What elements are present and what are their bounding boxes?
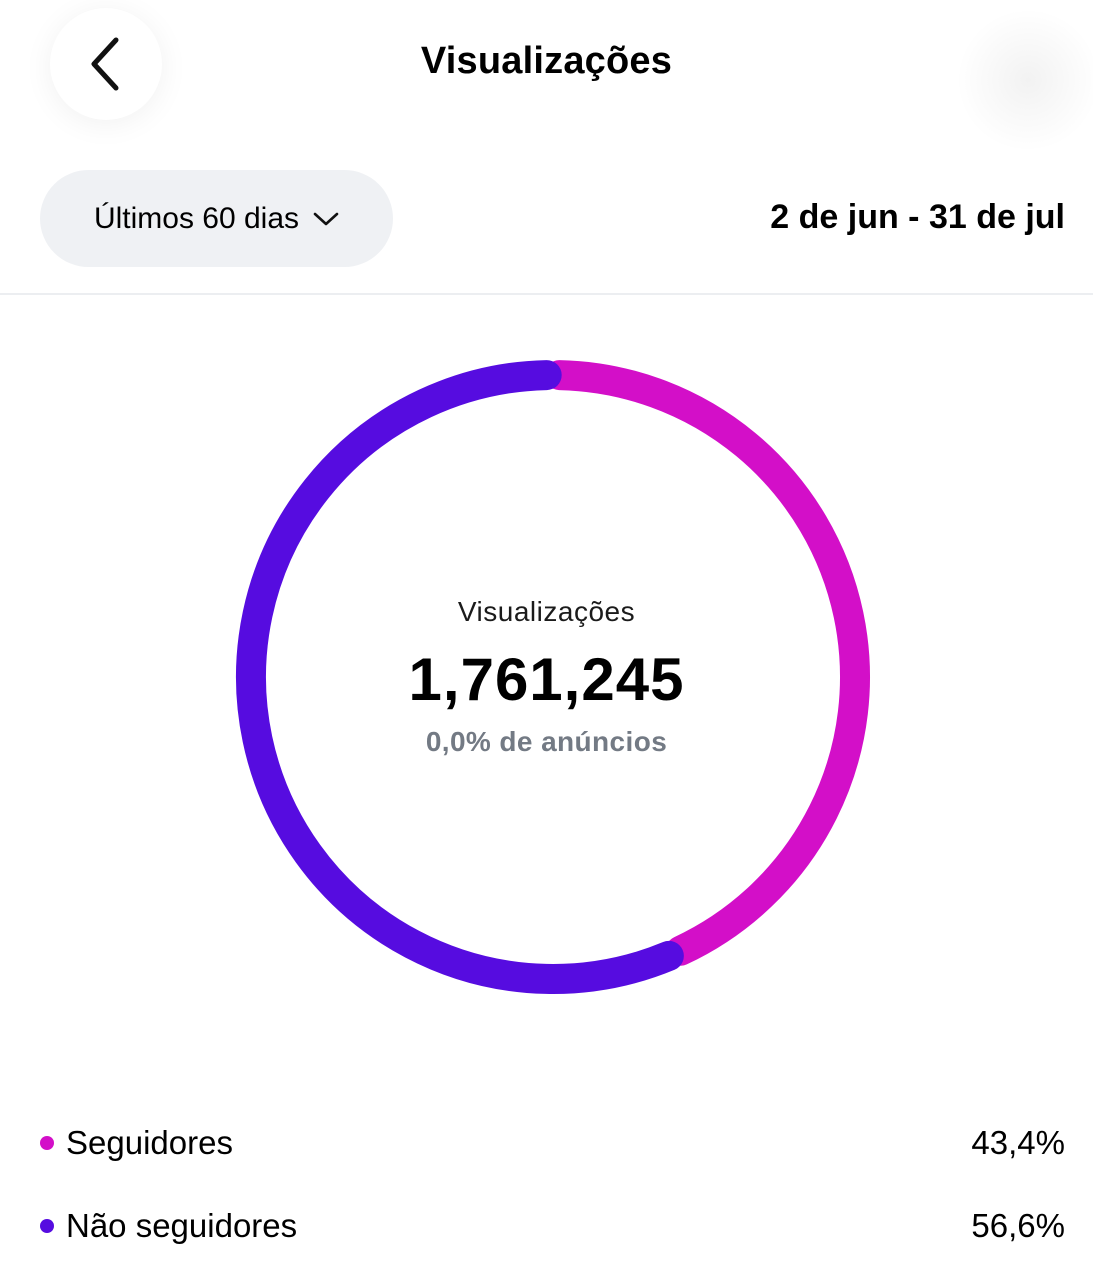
- back-button[interactable]: [50, 8, 162, 120]
- filter-row: Últimos 60 dias 2 de jun - 31 de jul: [0, 170, 1093, 270]
- legend-dot-non-followers: [40, 1219, 54, 1233]
- chart-center-total: 1,761,245: [408, 646, 685, 713]
- chevron-left-icon: [91, 37, 119, 91]
- legend-row-followers: Seguidores 43,4%: [0, 1112, 1093, 1172]
- donut-svg: [236, 360, 870, 994]
- legend-value-followers: 43,4%: [971, 1124, 1065, 1161]
- page-title: Visualizações: [420, 40, 673, 82]
- legend-value-non-followers: 56,6%: [971, 1207, 1065, 1244]
- legend-label-followers: Seguidores: [66, 1124, 233, 1161]
- legend-row-non-followers: Não seguidores 56,6%: [0, 1195, 1093, 1255]
- chevron-down-icon: [313, 212, 339, 225]
- period-dropdown[interactable]: Últimos 60 dias: [40, 170, 393, 267]
- chart-center-ads-share: 0,0% de anúncios: [425, 726, 668, 757]
- chart-center-label: Visualizações: [457, 596, 636, 627]
- donut-segment-non-followers: [236, 360, 684, 994]
- legend-dot-followers: [40, 1136, 54, 1150]
- legend-label-non-followers: Não seguidores: [66, 1207, 298, 1244]
- date-range: 2 de jun - 31 de jul: [770, 198, 1065, 236]
- divider: [0, 293, 1093, 295]
- views-donut-chart: Visualizações 1,761,245 0,0% de anúncios: [0, 300, 1093, 1060]
- donut-segment-followers: [544, 360, 870, 966]
- header: Visualizações: [0, 0, 1093, 150]
- period-dropdown-label: Últimos 60 dias: [93, 201, 300, 235]
- header-right-action: [953, 10, 1093, 150]
